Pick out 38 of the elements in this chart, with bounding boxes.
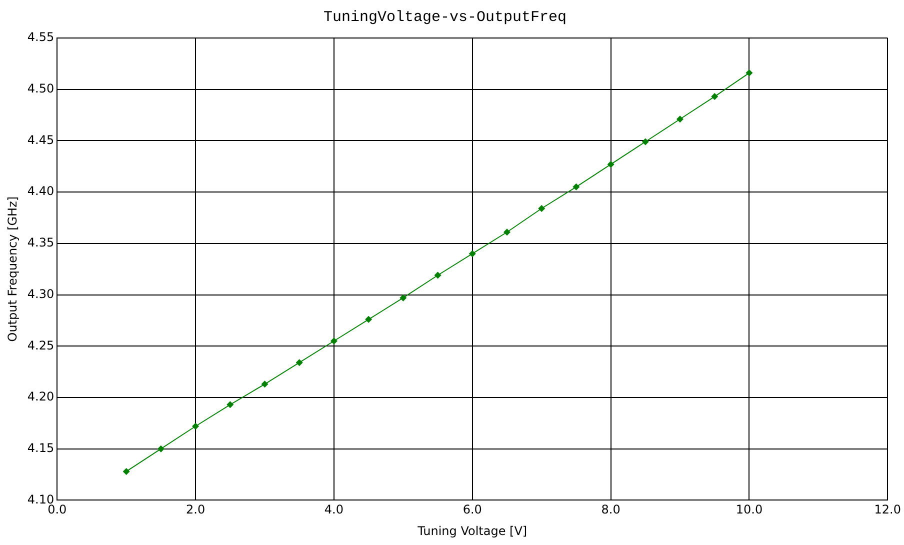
y-tick-label: 4.30 — [27, 286, 54, 301]
chart-title: TuningVoltage-vs-OutputFreq — [323, 8, 567, 26]
point — [711, 93, 718, 100]
point — [607, 160, 614, 168]
x-tick-label: 4.0 — [324, 502, 344, 517]
point — [400, 294, 407, 302]
y-tick-label: 4.25 — [27, 338, 54, 352]
y-tick-label: 4.20 — [27, 390, 54, 404]
point — [296, 359, 303, 366]
y-tick-label: 4.40 — [27, 184, 54, 198]
point — [642, 138, 649, 146]
point — [676, 116, 684, 123]
y-tick-label: 4.15 — [27, 440, 54, 455]
point — [572, 183, 580, 190]
x-tick-label: 10.0 — [736, 502, 763, 517]
point — [538, 205, 546, 212]
point — [157, 445, 164, 452]
point — [330, 338, 338, 344]
point — [434, 272, 442, 279]
point — [468, 250, 476, 258]
point — [503, 228, 510, 236]
y-tick-label: 4.45 — [27, 132, 54, 147]
x-tick-label: 2.0 — [186, 502, 206, 517]
point — [226, 401, 234, 408]
y-tick-label: 4.55 — [27, 30, 54, 44]
y-tick-label: 4.50 — [27, 81, 54, 96]
point — [192, 422, 200, 430]
x-axis-title: Tuning Voltage [V] — [416, 524, 528, 538]
x-tick-label: 6.0 — [462, 502, 482, 517]
point — [365, 316, 372, 323]
x-tick-label: 12.0 — [874, 502, 901, 517]
x-tick-label: 0.0 — [48, 502, 67, 517]
y-tick-label: 4.35 — [27, 236, 54, 250]
x-tick-label: 8.0 — [601, 502, 620, 517]
point — [122, 468, 130, 475]
y-axis-title: Output Frequency [GHz] — [5, 196, 20, 342]
point — [746, 69, 753, 76]
point — [261, 380, 268, 388]
